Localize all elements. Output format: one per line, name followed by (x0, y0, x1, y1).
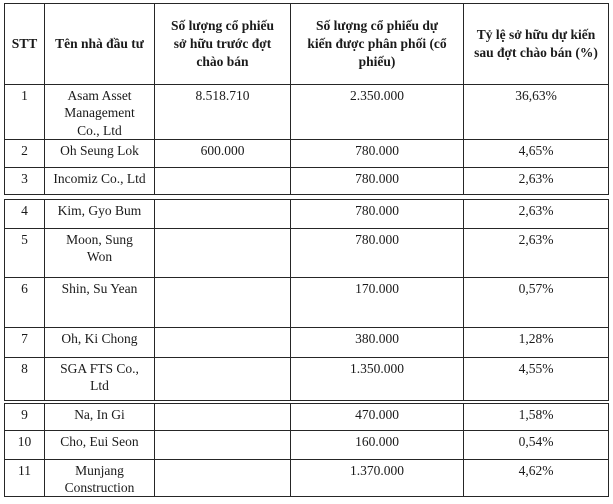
cell-investor-name: Incomiz Co., Ltd (44, 166, 155, 195)
investor-table-segment-3: 9 Na, In Gi 470.000 1,58% 10 Cho, Eui Se… (4, 402, 609, 498)
table-row: 5 Moon, Sung Won 780.000 2,63% (4, 227, 609, 278)
cell-shares-allocated: 160.000 (290, 429, 464, 460)
cell-ratio-after: 0,54% (463, 429, 609, 460)
cell-shares-before (154, 326, 291, 358)
table-row: 7 Oh, Ki Chong 380.000 1,28% (4, 326, 609, 358)
cell-investor-name: Cho, Eui Seon (44, 429, 155, 460)
table-row: 2 Oh Seung Lok 600.000 780.000 4,65% (4, 138, 609, 168)
cell-shares-before (154, 429, 291, 460)
cell-shares-allocated: 780.000 (290, 138, 464, 168)
cell-investor-name: Kim, Gyo Bum (44, 198, 155, 229)
cell-investor-name: Oh Seung Lok (44, 138, 155, 168)
cell-ratio-after: 4,65% (463, 138, 609, 168)
cell-stt: 7 (4, 326, 45, 358)
cell-shares-before (154, 402, 291, 431)
header-ratio-after: Tỷ lệ sở hữu dự kiến sau đợt chào bán (%… (463, 3, 609, 85)
cell-stt: 5 (4, 227, 45, 278)
cell-ratio-after: 0,57% (463, 276, 609, 328)
cell-investor-name: Munjang Construction (44, 458, 155, 498)
cell-shares-allocated: 780.000 (290, 198, 464, 229)
investor-table-segment-1: STT Tên nhà đầu tư Số lượng cổ phiếu sở … (4, 3, 609, 195)
cell-shares-before: 8.518.710 (154, 84, 291, 140)
cell-shares-allocated: 470.000 (290, 402, 464, 431)
header-shares-before: Số lượng cổ phiếu sở hữu trước đợt chào … (154, 3, 291, 85)
cell-ratio-after: 2,63% (463, 166, 609, 195)
cell-stt: 11 (4, 458, 45, 498)
cell-shares-allocated: 1.370.000 (290, 458, 464, 498)
table-row: 1 Asam Asset Management Co., Ltd 8.518.7… (4, 84, 609, 140)
cell-shares-allocated: 780.000 (290, 166, 464, 195)
table-row: 4 Kim, Gyo Bum 780.000 2,63% (4, 198, 609, 229)
cell-investor-name: Asam Asset Management Co., Ltd (44, 84, 155, 140)
cell-stt: 4 (4, 198, 45, 229)
cell-stt: 9 (4, 402, 45, 431)
header-shares-allocated: Số lượng cổ phiếu dự kiến được phân phối… (290, 3, 464, 85)
table-header-row: STT Tên nhà đầu tư Số lượng cổ phiếu sở … (4, 3, 609, 85)
cell-ratio-after: 2,63% (463, 227, 609, 278)
cell-ratio-after: 36,63% (463, 84, 609, 140)
cell-shares-allocated: 780.000 (290, 227, 464, 278)
table-row: 9 Na, In Gi 470.000 1,58% (4, 402, 609, 431)
cell-shares-allocated: 1.350.000 (290, 356, 464, 401)
table-row: 3 Incomiz Co., Ltd 780.000 2,63% (4, 166, 609, 195)
cell-investor-name: Moon, Sung Won (44, 227, 155, 278)
header-investor-name: Tên nhà đầu tư (44, 3, 155, 85)
cell-investor-name: Shin, Su Yean (44, 276, 155, 328)
cell-stt: 2 (4, 138, 45, 168)
table-row: 10 Cho, Eui Seon 160.000 0,54% (4, 429, 609, 460)
cell-shares-allocated: 2.350.000 (290, 84, 464, 140)
cell-investor-name: SGA FTS Co., Ltd (44, 356, 155, 401)
cell-ratio-after: 4,62% (463, 458, 609, 498)
cell-ratio-after: 1,58% (463, 402, 609, 431)
cell-investor-name: Oh, Ki Chong (44, 326, 155, 358)
cell-investor-name: Na, In Gi (44, 402, 155, 431)
table-row: 6 Shin, Su Yean 170.000 0,57% (4, 276, 609, 328)
cell-shares-before (154, 166, 291, 195)
cell-ratio-after: 2,63% (463, 198, 609, 229)
cell-shares-before (154, 356, 291, 401)
cell-ratio-after: 4,55% (463, 356, 609, 401)
cell-shares-allocated: 380.000 (290, 326, 464, 358)
cell-shares-before (154, 227, 291, 278)
cell-shares-before (154, 458, 291, 498)
cell-stt: 3 (4, 166, 45, 195)
cell-ratio-after: 1,28% (463, 326, 609, 358)
cell-shares-allocated: 170.000 (290, 276, 464, 328)
investor-table-segment-2: 4 Kim, Gyo Bum 780.000 2,63% 5 Moon, Sun… (4, 198, 609, 401)
cell-stt: 8 (4, 356, 45, 401)
cell-shares-before (154, 276, 291, 328)
table-row: 11 Munjang Construction 1.370.000 4,62% (4, 458, 609, 498)
cell-shares-before (154, 198, 291, 229)
cell-shares-before: 600.000 (154, 138, 291, 168)
cell-stt: 10 (4, 429, 45, 460)
header-stt: STT (4, 3, 45, 85)
table-row: 8 SGA FTS Co., Ltd 1.350.000 4,55% (4, 356, 609, 401)
cell-stt: 1 (4, 84, 45, 140)
cell-stt: 6 (4, 276, 45, 328)
